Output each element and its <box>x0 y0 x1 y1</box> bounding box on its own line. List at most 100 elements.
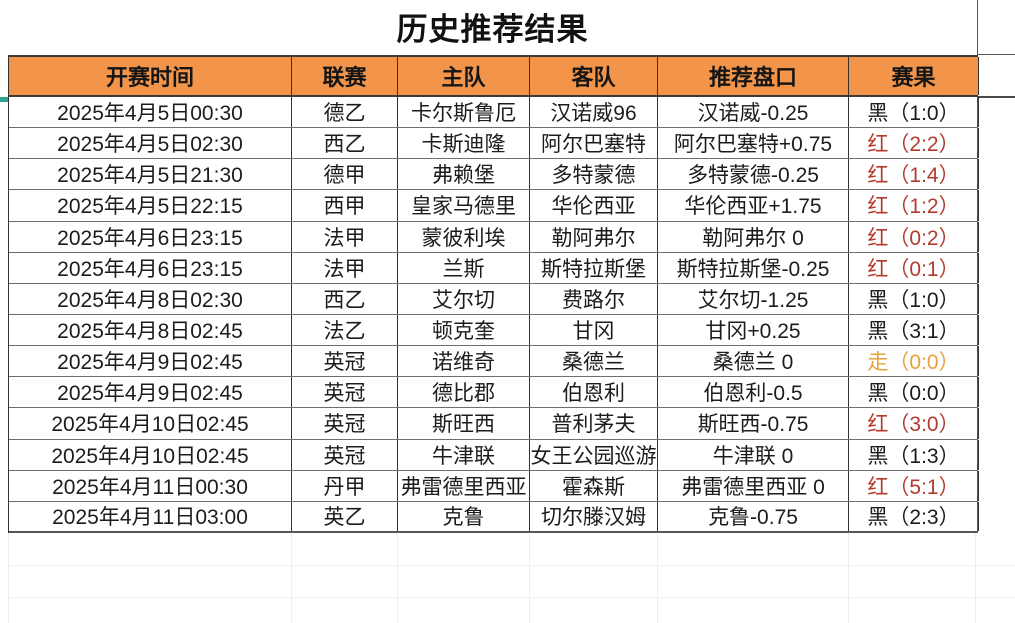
cell-league[interactable]: 法甲 <box>292 221 398 252</box>
cell-home-team[interactable]: 卡斯迪隆 <box>398 128 530 159</box>
table-row[interactable]: 2025年4月6日23:15 法甲 蒙彼利埃 勒阿弗尔 勒阿弗尔 0 红（0:2… <box>9 221 979 253</box>
cell-match-time[interactable]: 2025年4月5日22:15 <box>9 190 292 221</box>
cell-match-time[interactable]: 2025年4月11日00:30 <box>9 470 292 501</box>
cell-away-team[interactable]: 桑德兰 <box>530 346 658 377</box>
cell-result[interactable]: 红（1:2） <box>849 190 979 221</box>
cell-match-time[interactable]: 2025年4月5日21:30 <box>9 159 292 190</box>
column-header-time[interactable]: 开赛时间 <box>9 57 292 95</box>
cell-handicap[interactable]: 桑德兰 0 <box>658 346 849 377</box>
cell-handicap[interactable]: 牛津联 0 <box>658 439 849 470</box>
cell-handicap[interactable]: 斯特拉斯堡-0.25 <box>658 252 849 283</box>
cell-league[interactable]: 德甲 <box>292 159 398 190</box>
cell-home-team[interactable]: 兰斯 <box>398 252 530 283</box>
cell-handicap[interactable]: 斯旺西-0.75 <box>658 408 849 439</box>
cell-away-team[interactable]: 汉诺威96 <box>530 97 658 128</box>
cell-away-team[interactable]: 勒阿弗尔 <box>530 221 658 252</box>
cell-league[interactable]: 丹甲 <box>292 470 398 501</box>
cell-result[interactable]: 黑（1:0） <box>849 283 979 314</box>
cell-home-team[interactable]: 斯旺西 <box>398 408 530 439</box>
table-row[interactable]: 2025年4月8日02:30 西乙 艾尔切 费路尔 艾尔切-1.25 黑（1:0… <box>9 283 979 315</box>
table-row[interactable]: 2025年4月5日00:30 德乙 卡尔斯鲁厄 汉诺威96 汉诺威-0.25 黑… <box>9 97 979 129</box>
table-row[interactable]: 2025年4月10日02:45 英冠 牛津联 女王公园巡游 牛津联 0 黑（1:… <box>9 439 979 471</box>
cell-match-time[interactable]: 2025年4月8日02:30 <box>9 283 292 314</box>
cell-match-time[interactable]: 2025年4月10日02:45 <box>9 408 292 439</box>
column-header-league[interactable]: 联赛 <box>292 57 398 95</box>
cell-result[interactable]: 黑（1:0） <box>849 97 979 128</box>
cell-home-team[interactable]: 卡尔斯鲁厄 <box>398 97 530 128</box>
cell-handicap[interactable]: 弗雷德里西亚 0 <box>658 470 849 501</box>
cell-league[interactable]: 德乙 <box>292 97 398 128</box>
cell-result[interactable]: 黑（3:1） <box>849 314 979 346</box>
cell-match-time[interactable]: 2025年4月5日00:30 <box>9 97 292 128</box>
cell-handicap[interactable]: 克鲁-0.75 <box>658 501 849 531</box>
column-header-home[interactable]: 主队 <box>398 57 530 95</box>
cell-away-team[interactable]: 女王公园巡游 <box>530 439 658 470</box>
cell-league[interactable]: 英乙 <box>292 501 398 531</box>
cell-home-team[interactable]: 顿克奎 <box>398 314 530 346</box>
cell-handicap[interactable]: 阿尔巴塞特+0.75 <box>658 128 849 159</box>
cell-result[interactable]: 红（2:2） <box>849 128 979 159</box>
cell-away-team[interactable]: 普利茅夫 <box>530 408 658 439</box>
cell-away-team[interactable]: 华伦西亚 <box>530 190 658 221</box>
table-row[interactable]: 2025年4月6日23:15 法甲 兰斯 斯特拉斯堡 斯特拉斯堡-0.25 红（… <box>9 252 979 284</box>
cell-away-team[interactable]: 切尔滕汉姆 <box>530 501 658 531</box>
table-row[interactable]: 2025年4月11日00:30 丹甲 弗雷德里西亚 霍森斯 弗雷德里西亚 0 红… <box>9 470 979 502</box>
cell-result[interactable]: 红（0:1） <box>849 252 979 283</box>
table-row[interactable]: 2025年4月10日02:45 英冠 斯旺西 普利茅夫 斯旺西-0.75 红（3… <box>9 408 979 440</box>
cell-home-team[interactable]: 弗雷德里西亚 <box>398 470 530 501</box>
cell-away-team[interactable]: 多特蒙德 <box>530 159 658 190</box>
cell-match-time[interactable]: 2025年4月9日02:45 <box>9 377 292 408</box>
cell-match-time[interactable]: 2025年4月9日02:45 <box>9 346 292 377</box>
cell-result[interactable]: 走（0:0） <box>849 346 979 377</box>
cell-handicap[interactable]: 甘冈+0.25 <box>658 314 849 346</box>
cell-away-team[interactable]: 斯特拉斯堡 <box>530 252 658 283</box>
cell-away-team[interactable]: 甘冈 <box>530 314 658 346</box>
cell-match-time[interactable]: 2025年4月6日23:15 <box>9 252 292 283</box>
column-header-away[interactable]: 客队 <box>530 57 658 95</box>
cell-league[interactable]: 英冠 <box>292 377 398 408</box>
table-row[interactable]: 2025年4月11日03:00 英乙 克鲁 切尔滕汉姆 克鲁-0.75 黑（2:… <box>9 501 979 533</box>
cell-home-team[interactable]: 弗赖堡 <box>398 159 530 190</box>
cell-handicap[interactable]: 汉诺威-0.25 <box>658 97 849 128</box>
cell-home-team[interactable]: 皇家马德里 <box>398 190 530 221</box>
table-row[interactable]: 2025年4月9日02:45 英冠 德比郡 伯恩利 伯恩利-0.5 黑（0:0） <box>9 377 979 409</box>
cell-result[interactable]: 黑（0:0） <box>849 377 979 408</box>
cell-away-team[interactable]: 费路尔 <box>530 283 658 314</box>
cell-league[interactable]: 英冠 <box>292 346 398 377</box>
cell-match-time[interactable]: 2025年4月6日23:15 <box>9 221 292 252</box>
cell-away-team[interactable]: 阿尔巴塞特 <box>530 128 658 159</box>
cell-home-team[interactable]: 牛津联 <box>398 439 530 470</box>
cell-handicap[interactable]: 伯恩利-0.5 <box>658 377 849 408</box>
cell-result[interactable]: 红（3:0） <box>849 408 979 439</box>
table-row[interactable]: 2025年4月9日02:45 英冠 诺维奇 桑德兰 桑德兰 0 走（0:0） <box>9 346 979 378</box>
cell-match-time[interactable]: 2025年4月10日02:45 <box>9 439 292 470</box>
cell-handicap[interactable]: 多特蒙德-0.25 <box>658 159 849 190</box>
table-row[interactable]: 2025年4月5日02:30 西乙 卡斯迪隆 阿尔巴塞特 阿尔巴塞特+0.75 … <box>9 128 979 160</box>
table-row[interactable]: 2025年4月8日02:45 法乙 顿克奎 甘冈 甘冈+0.25 黑（3:1） <box>9 314 979 347</box>
column-header-handicap[interactable]: 推荐盘口 <box>658 57 849 95</box>
cell-home-team[interactable]: 诺维奇 <box>398 346 530 377</box>
cell-away-team[interactable]: 伯恩利 <box>530 377 658 408</box>
cell-handicap[interactable]: 艾尔切-1.25 <box>658 283 849 314</box>
cell-handicap[interactable]: 华伦西亚+1.75 <box>658 190 849 221</box>
cell-result[interactable]: 红（1:4） <box>849 159 979 190</box>
column-header-result[interactable]: 赛果 <box>849 57 979 95</box>
cell-home-team[interactable]: 德比郡 <box>398 377 530 408</box>
cell-match-time[interactable]: 2025年4月8日02:45 <box>9 314 292 346</box>
cell-result[interactable]: 黑（1:3） <box>849 439 979 470</box>
cell-league[interactable]: 法甲 <box>292 252 398 283</box>
cell-league[interactable]: 西乙 <box>292 283 398 314</box>
cell-match-time[interactable]: 2025年4月11日03:00 <box>9 501 292 531</box>
cell-home-team[interactable]: 艾尔切 <box>398 283 530 314</box>
cell-handicap[interactable]: 勒阿弗尔 0 <box>658 221 849 252</box>
cell-league[interactable]: 西乙 <box>292 128 398 159</box>
cell-league[interactable]: 法乙 <box>292 314 398 346</box>
cell-home-team[interactable]: 克鲁 <box>398 501 530 531</box>
table-row[interactable]: 2025年4月5日21:30 德甲 弗赖堡 多特蒙德 多特蒙德-0.25 红（1… <box>9 159 979 191</box>
cell-league[interactable]: 英冠 <box>292 439 398 470</box>
cell-league[interactable]: 西甲 <box>292 190 398 221</box>
cell-away-team[interactable]: 霍森斯 <box>530 470 658 501</box>
cell-result[interactable]: 红（0:2） <box>849 221 979 252</box>
cell-result[interactable]: 红（5:1） <box>849 470 979 501</box>
cell-league[interactable]: 英冠 <box>292 408 398 439</box>
